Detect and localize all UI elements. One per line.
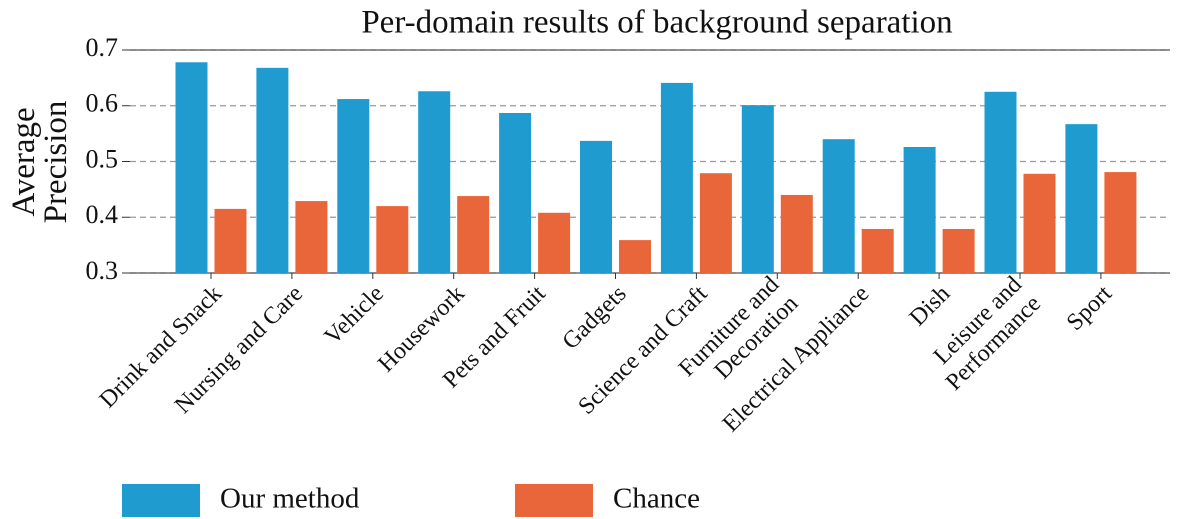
y-tick-label: 0.5 bbox=[86, 144, 119, 173]
x-tick-label: Gadgets bbox=[558, 281, 632, 355]
bar bbox=[1023, 173, 1056, 273]
bar bbox=[256, 67, 289, 273]
bar bbox=[861, 228, 894, 273]
y-tick-label: 0.7 bbox=[86, 33, 119, 62]
bar bbox=[580, 140, 612, 273]
bar bbox=[780, 194, 813, 273]
bar bbox=[418, 91, 451, 273]
y-axis-label: AveragePrecision bbox=[6, 101, 74, 224]
bar bbox=[699, 173, 732, 273]
y-tick-label: 0.6 bbox=[86, 89, 119, 118]
bar bbox=[741, 105, 774, 273]
x-tick-label: Vehicle bbox=[320, 281, 389, 350]
bar bbox=[619, 240, 651, 273]
bar bbox=[903, 147, 936, 273]
legend-label: Chance bbox=[613, 483, 700, 515]
bar bbox=[175, 62, 208, 273]
x-tick-label: Dish bbox=[905, 281, 955, 331]
bar bbox=[1104, 172, 1137, 273]
bar bbox=[337, 99, 370, 273]
legend-swatch bbox=[122, 484, 200, 517]
chart-title: Per-domain results of background separat… bbox=[361, 5, 952, 41]
bar bbox=[538, 212, 571, 273]
x-tick-label: Sport bbox=[1062, 281, 1117, 336]
bar bbox=[1065, 124, 1098, 274]
legend-label: Our method bbox=[220, 483, 360, 515]
bar bbox=[457, 196, 490, 273]
bar bbox=[822, 139, 855, 273]
bar bbox=[984, 91, 1017, 273]
y-tick-label: 0.4 bbox=[86, 200, 119, 229]
bar bbox=[942, 228, 975, 273]
legend-swatch bbox=[515, 484, 593, 517]
bar bbox=[214, 208, 247, 273]
y-tick-label: 0.3 bbox=[86, 256, 119, 285]
bar bbox=[499, 112, 532, 273]
bar bbox=[660, 82, 693, 273]
bar bbox=[295, 201, 328, 273]
bar bbox=[376, 206, 409, 273]
